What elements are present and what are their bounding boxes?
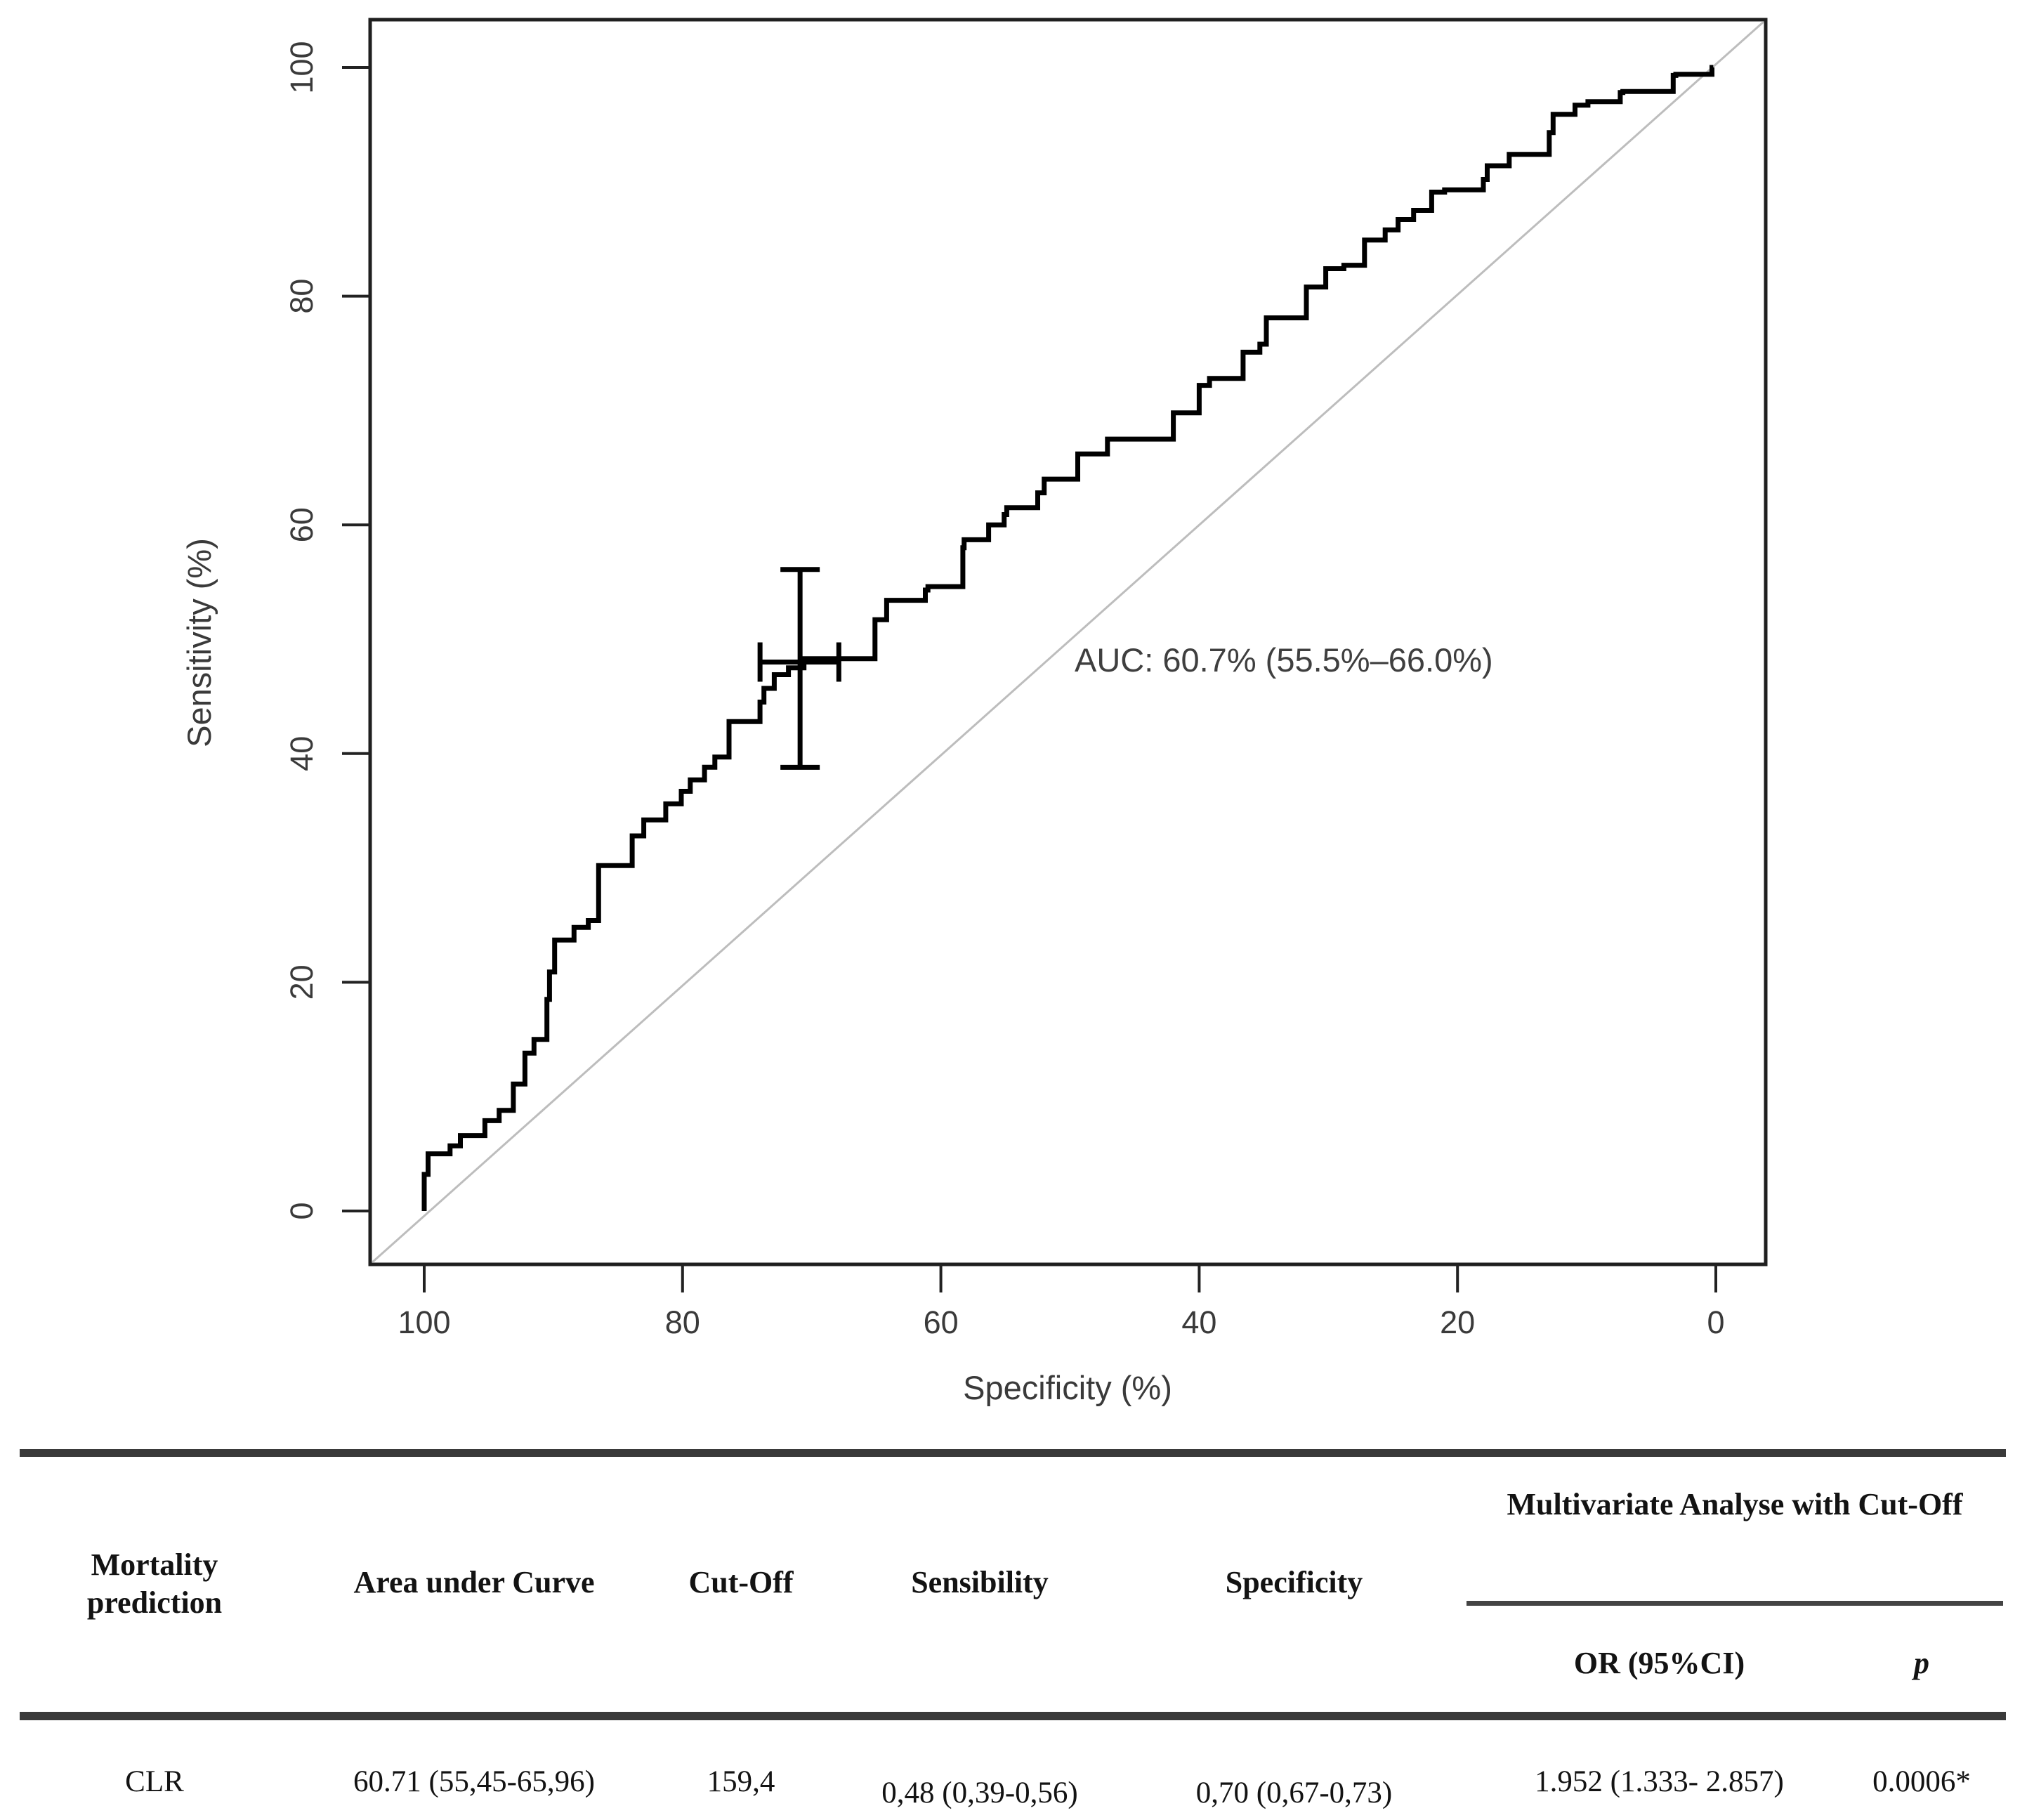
cell-cutoff: 159,4 — [707, 1765, 775, 1798]
y-tick-label: 20 — [284, 964, 320, 1000]
results-table: Multivariate Analyse with Cut-Off Mortal… — [0, 1449, 2034, 1820]
col-header-mortality: Mortality prediction — [86, 1547, 223, 1620]
x-tick-label: 80 — [665, 1304, 700, 1340]
y-tick-label: 40 — [284, 736, 320, 771]
col-header-auc: Area under Curve — [353, 1565, 595, 1599]
col-header-specificity: Specificity — [1225, 1565, 1363, 1599]
x-tick-label: 100 — [398, 1304, 450, 1340]
x-tick-label: 20 — [1440, 1304, 1475, 1340]
roc-chart: 100 80 60 40 20 0 0 20 40 60 80 100 Specificity (%… — [181, 18, 1768, 1406]
group-header-underline — [1467, 1601, 2003, 1606]
y-axis-ticks: 0 20 40 60 80 100 — [284, 41, 370, 1220]
auc-annotation: AUC: 60.7% (55.5%–66.0%) — [1075, 641, 1493, 679]
x-axis-title: Specificity (%) — [963, 1369, 1172, 1406]
cell-p: 0.0006* — [1872, 1765, 1971, 1798]
y-tick-label: 0 — [284, 1202, 320, 1219]
y-axis-title: Sensitivity (%) — [181, 538, 218, 747]
cell-specificity: 0,70 (0,67-0,73) — [1195, 1776, 1393, 1809]
group-header-multivariate: Multivariate Analyse with Cut-Off — [1507, 1487, 1963, 1521]
y-tick-label: 60 — [284, 507, 320, 542]
x-tick-label: 60 — [924, 1304, 959, 1340]
y-tick-label: 100 — [284, 41, 320, 93]
chance-diagonal-line — [372, 20, 1764, 1264]
cutoff-marker — [757, 567, 841, 770]
x-tick-label: 0 — [1707, 1304, 1724, 1340]
x-axis-ticks: 100 80 60 40 20 0 — [398, 1264, 1725, 1340]
cell-or: 1.952 (1.333- 2.857) — [1535, 1765, 1784, 1798]
roc-curve-line — [421, 65, 1714, 1211]
col-header-cutoff: Cut-Off — [688, 1565, 794, 1599]
cell-mortality: CLR — [125, 1765, 184, 1798]
plot-border — [368, 18, 1768, 1266]
col-header-p: p — [1914, 1646, 1929, 1680]
table-header-rule — [20, 1712, 2006, 1720]
table-top-rule — [20, 1449, 2006, 1457]
col-header-sensibility: Sensibility — [911, 1565, 1049, 1599]
cell-sensibility: 0,48 (0,39-0,56) — [881, 1776, 1078, 1809]
y-tick-label: 80 — [284, 279, 320, 314]
x-tick-label: 40 — [1181, 1304, 1216, 1340]
cell-auc: 60.71 (55,45-65,96) — [353, 1765, 595, 1798]
col-header-or: OR (95%CI) — [1573, 1646, 1745, 1680]
